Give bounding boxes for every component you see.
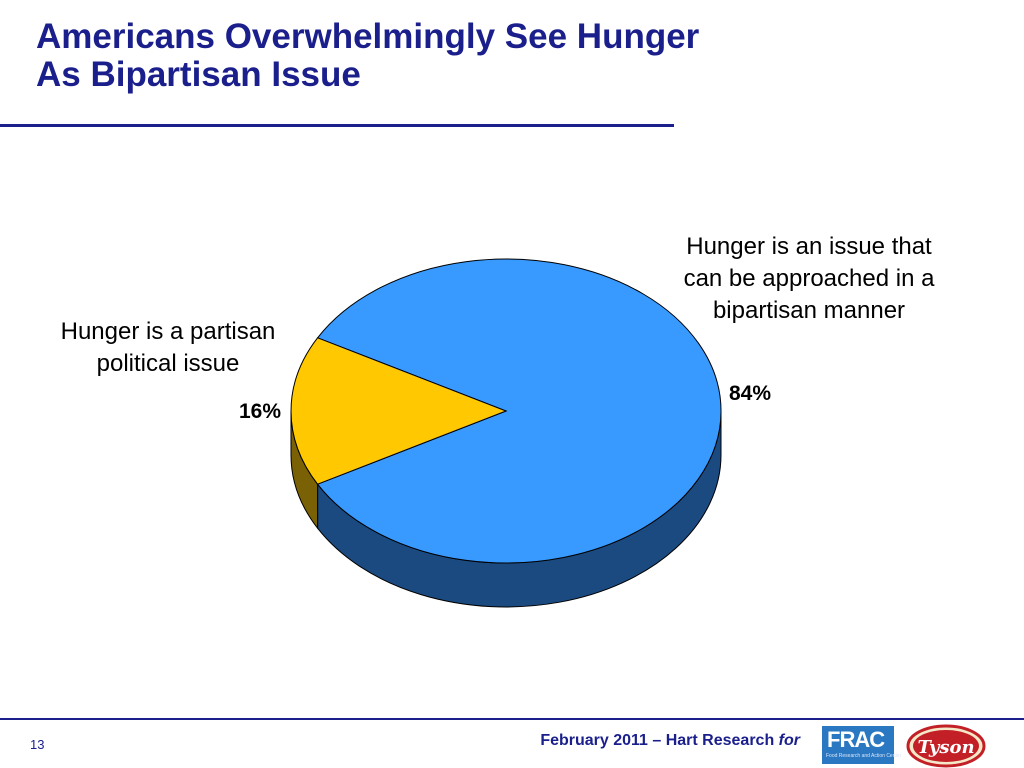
title-underline bbox=[0, 124, 674, 127]
slice-label-partisan-line: political issue bbox=[97, 350, 240, 377]
slice-label-bipartisan: Hunger is an issue that can be approached… bbox=[684, 233, 936, 324]
footer-credit-text: February 2011 – Hart Research bbox=[540, 732, 779, 749]
pie-slice-bipartisan bbox=[316, 258, 722, 564]
tyson-logo-text: Tyson bbox=[917, 737, 974, 758]
page-number: 13 bbox=[30, 737, 45, 752]
tyson-logo: Tyson bbox=[906, 724, 986, 768]
frac-logo: FRAC Food Research and Action Center bbox=[822, 726, 901, 764]
value-label-partisan: 16% bbox=[239, 400, 281, 423]
slide-title-line-1: Americans Overwhelmingly See Hunger bbox=[36, 17, 700, 56]
slice-label-bipartisan-line: can be approached in a bbox=[684, 265, 936, 292]
pie-chart: Hunger is an issue that can be approached… bbox=[61, 233, 936, 608]
slice-label-bipartisan-line: bipartisan manner bbox=[713, 297, 905, 324]
slide-title-line-2: As Bipartisan Issue bbox=[36, 55, 361, 94]
value-label-bipartisan: 84% bbox=[729, 382, 771, 405]
footer-credit: February 2011 – Hart Research for bbox=[540, 732, 800, 750]
footer-divider bbox=[0, 718, 1024, 720]
slice-label-partisan-line: Hunger is a partisan bbox=[61, 318, 276, 345]
pie-slice-partisan bbox=[290, 337, 508, 485]
footer-credit-for: for bbox=[778, 732, 800, 749]
tyson-logo-oval bbox=[913, 730, 979, 762]
slide-title: Americans Overwhelmingly See Hunger As B… bbox=[36, 18, 699, 94]
frac-logo-subtext: Food Research and Action Center bbox=[826, 753, 902, 759]
slice-label-partisan: Hunger is a partisan political issue bbox=[61, 318, 276, 377]
frac-logo-text: FRAC bbox=[827, 727, 885, 752]
slice-label-bipartisan-line: Hunger is an issue that bbox=[686, 233, 932, 260]
